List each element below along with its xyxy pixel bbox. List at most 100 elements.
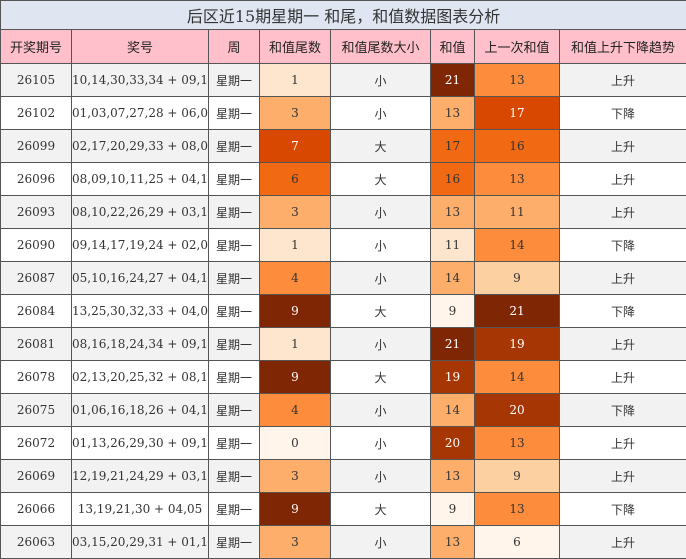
sum-tail-cell: 9 bbox=[260, 295, 331, 328]
trend-cell: 上升 bbox=[560, 526, 686, 559]
sum-tail-cell: 1 bbox=[260, 64, 331, 97]
sum-cell: 21 bbox=[431, 328, 475, 361]
sum-cell: 13 bbox=[431, 526, 475, 559]
issue-cell: 26081 bbox=[1, 328, 72, 361]
sum-cell: 13 bbox=[431, 196, 475, 229]
prev-sum-cell: 6 bbox=[475, 526, 560, 559]
sum-tail-cell: 1 bbox=[260, 328, 331, 361]
trend-cell: 上升 bbox=[560, 64, 686, 97]
prev-sum-cell: 13 bbox=[475, 427, 560, 460]
tail-size-cell: 大 bbox=[331, 493, 431, 526]
numbers-cell: 08,09,10,11,25 + 04,12 bbox=[72, 163, 209, 196]
prev-sum-cell: 9 bbox=[475, 460, 560, 493]
numbers-cell: 01,03,07,27,28 + 06,07 bbox=[72, 97, 209, 130]
weekday-cell: 星期一 bbox=[209, 361, 260, 394]
sum-cell: 21 bbox=[431, 64, 475, 97]
sum-tail-cell: 3 bbox=[260, 460, 331, 493]
header-trend: 和值上升下降趋势 bbox=[560, 30, 686, 64]
header-sum: 和值 bbox=[431, 30, 475, 64]
header-issue: 开奖期号 bbox=[1, 30, 72, 64]
sum-tail-cell: 6 bbox=[260, 163, 331, 196]
tail-size-cell: 小 bbox=[331, 427, 431, 460]
weekday-cell: 星期一 bbox=[209, 163, 260, 196]
sum-tail-cell: 4 bbox=[260, 394, 331, 427]
numbers-cell: 08,16,18,24,34 + 09,12 bbox=[72, 328, 209, 361]
weekday-cell: 星期一 bbox=[209, 526, 260, 559]
prev-sum-cell: 20 bbox=[475, 394, 560, 427]
numbers-cell: 03,15,20,29,31 + 01,12 bbox=[72, 526, 209, 559]
sum-cell: 13 bbox=[431, 97, 475, 130]
tail-size-cell: 小 bbox=[331, 64, 431, 97]
sum-cell: 16 bbox=[431, 163, 475, 196]
prev-sum-cell: 11 bbox=[475, 196, 560, 229]
issue-cell: 26090 bbox=[1, 229, 72, 262]
trend-cell: 下降 bbox=[560, 394, 686, 427]
weekday-cell: 星期一 bbox=[209, 328, 260, 361]
weekday-cell: 星期一 bbox=[209, 64, 260, 97]
sum-cell: 14 bbox=[431, 262, 475, 295]
weekday-cell: 星期一 bbox=[209, 97, 260, 130]
sum-tail-cell: 3 bbox=[260, 97, 331, 130]
trend-cell: 上升 bbox=[560, 163, 686, 196]
trend-cell: 下降 bbox=[560, 229, 686, 262]
sum-tail-cell: 1 bbox=[260, 229, 331, 262]
issue-cell: 26072 bbox=[1, 427, 72, 460]
trend-cell: 下降 bbox=[560, 97, 686, 130]
sum-cell: 20 bbox=[431, 427, 475, 460]
prev-sum-cell: 13 bbox=[475, 64, 560, 97]
sum-tail-cell: 4 bbox=[260, 262, 331, 295]
sum-tail-cell: 9 bbox=[260, 493, 331, 526]
trend-cell: 上升 bbox=[560, 196, 686, 229]
sum-cell: 9 bbox=[431, 295, 475, 328]
tail-size-cell: 小 bbox=[331, 262, 431, 295]
issue-cell: 26093 bbox=[1, 196, 72, 229]
tail-size-cell: 小 bbox=[331, 229, 431, 262]
header-tail-size: 和值尾数大小 bbox=[331, 30, 431, 64]
issue-cell: 26087 bbox=[1, 262, 72, 295]
trend-cell: 上升 bbox=[560, 361, 686, 394]
header-numbers: 奖号 bbox=[72, 30, 209, 64]
prev-sum-cell: 9 bbox=[475, 262, 560, 295]
issue-cell: 26066 bbox=[1, 493, 72, 526]
trend-cell: 下降 bbox=[560, 295, 686, 328]
issue-cell: 26084 bbox=[1, 295, 72, 328]
weekday-cell: 星期一 bbox=[209, 295, 260, 328]
sum-tail-cell: 3 bbox=[260, 526, 331, 559]
issue-cell: 26075 bbox=[1, 394, 72, 427]
tail-size-cell: 大 bbox=[331, 163, 431, 196]
numbers-cell: 01,06,16,18,26 + 04,10 bbox=[72, 394, 209, 427]
numbers-cell: 08,10,22,26,29 + 03,10 bbox=[72, 196, 209, 229]
sum-tail-cell: 3 bbox=[260, 196, 331, 229]
numbers-cell: 10,14,30,33,34 + 09,12 bbox=[72, 64, 209, 97]
trend-cell: 上升 bbox=[560, 328, 686, 361]
trend-cell: 上升 bbox=[560, 427, 686, 460]
tail-size-cell: 大 bbox=[331, 130, 431, 163]
tail-size-cell: 小 bbox=[331, 394, 431, 427]
tail-size-cell: 小 bbox=[331, 328, 431, 361]
prev-sum-cell: 14 bbox=[475, 361, 560, 394]
header-row: 开奖期号 奖号 周 和值尾数 和值尾数大小 和值 上一次和值 和值上升下降趋势 bbox=[1, 30, 686, 64]
table-title: 后区近15期星期一 和尾，和值数据图表分析 bbox=[1, 1, 686, 30]
sum-tail-cell: 0 bbox=[260, 427, 331, 460]
sum-cell: 19 bbox=[431, 361, 475, 394]
sum-cell: 17 bbox=[431, 130, 475, 163]
numbers-cell: 01,13,26,29,30 + 09,11 bbox=[72, 427, 209, 460]
header-prev-sum: 上一次和值 bbox=[475, 30, 560, 64]
prev-sum-cell: 19 bbox=[475, 328, 560, 361]
weekday-cell: 星期一 bbox=[209, 229, 260, 262]
issue-cell: 26096 bbox=[1, 163, 72, 196]
issue-cell: 26063 bbox=[1, 526, 72, 559]
tail-size-cell: 大 bbox=[331, 295, 431, 328]
header-weekday: 周 bbox=[209, 30, 260, 64]
